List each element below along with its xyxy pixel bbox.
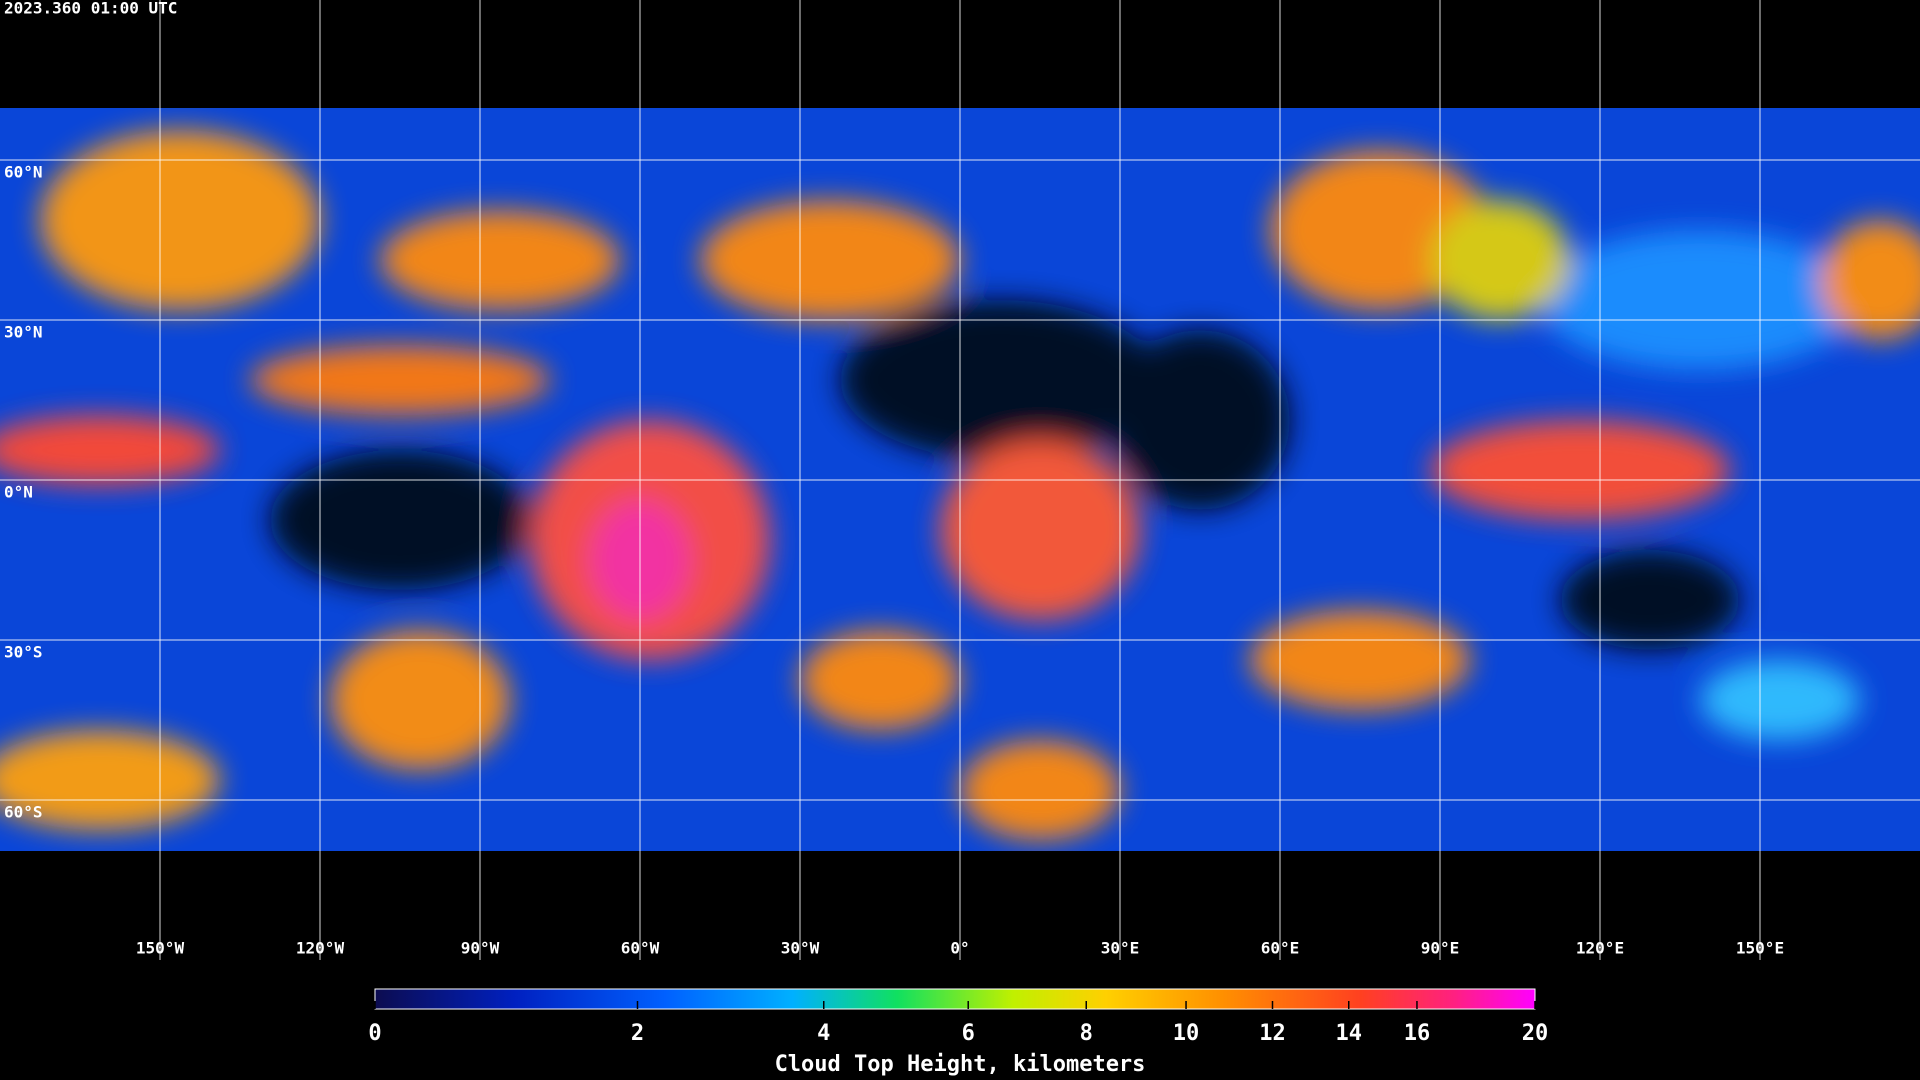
- lat-label: 0°N: [4, 483, 33, 502]
- lon-label: 120°E: [1576, 939, 1624, 958]
- lon-label: 60°E: [1261, 939, 1300, 958]
- lon-label: 30°W: [781, 939, 820, 958]
- colorbar-tick-label: 8: [1080, 1021, 1093, 1046]
- lat-label: 30°S: [4, 643, 43, 662]
- colorbar-tick-label: 0: [368, 1021, 381, 1046]
- lon-label: 120°W: [296, 939, 345, 958]
- lon-label: 90°E: [1421, 939, 1460, 958]
- lon-label: 60°W: [621, 939, 660, 958]
- lon-label: 150°W: [136, 939, 185, 958]
- colorbar-tick-label: 14: [1336, 1021, 1363, 1046]
- colorbar-tick-label: 2: [631, 1021, 644, 1046]
- colorbar-tick-label: 6: [962, 1021, 975, 1046]
- lon-label: 90°W: [461, 939, 500, 958]
- colorbar-tick-label: 20: [1522, 1021, 1549, 1046]
- colorbar-tick-label: 10: [1173, 1021, 1200, 1046]
- lon-label: 0°: [950, 939, 969, 958]
- lat-label: 30°N: [4, 323, 43, 342]
- lat-label: 60°S: [4, 803, 43, 822]
- colorbar-tick-label: 4: [817, 1021, 830, 1046]
- lat-label: 60°N: [4, 163, 43, 182]
- timestamp: 2023.360 01:00 UTC: [4, 0, 177, 18]
- lon-label: 150°E: [1736, 939, 1784, 958]
- colorbar-tick-label: 12: [1259, 1021, 1286, 1046]
- colorbar-label: Cloud Top Height, kilometers: [775, 1052, 1146, 1077]
- graticule: [0, 0, 1920, 960]
- colorbar: [374, 988, 1536, 1010]
- lon-label: 30°E: [1101, 939, 1140, 958]
- colorbar-tick-label: 16: [1404, 1021, 1431, 1046]
